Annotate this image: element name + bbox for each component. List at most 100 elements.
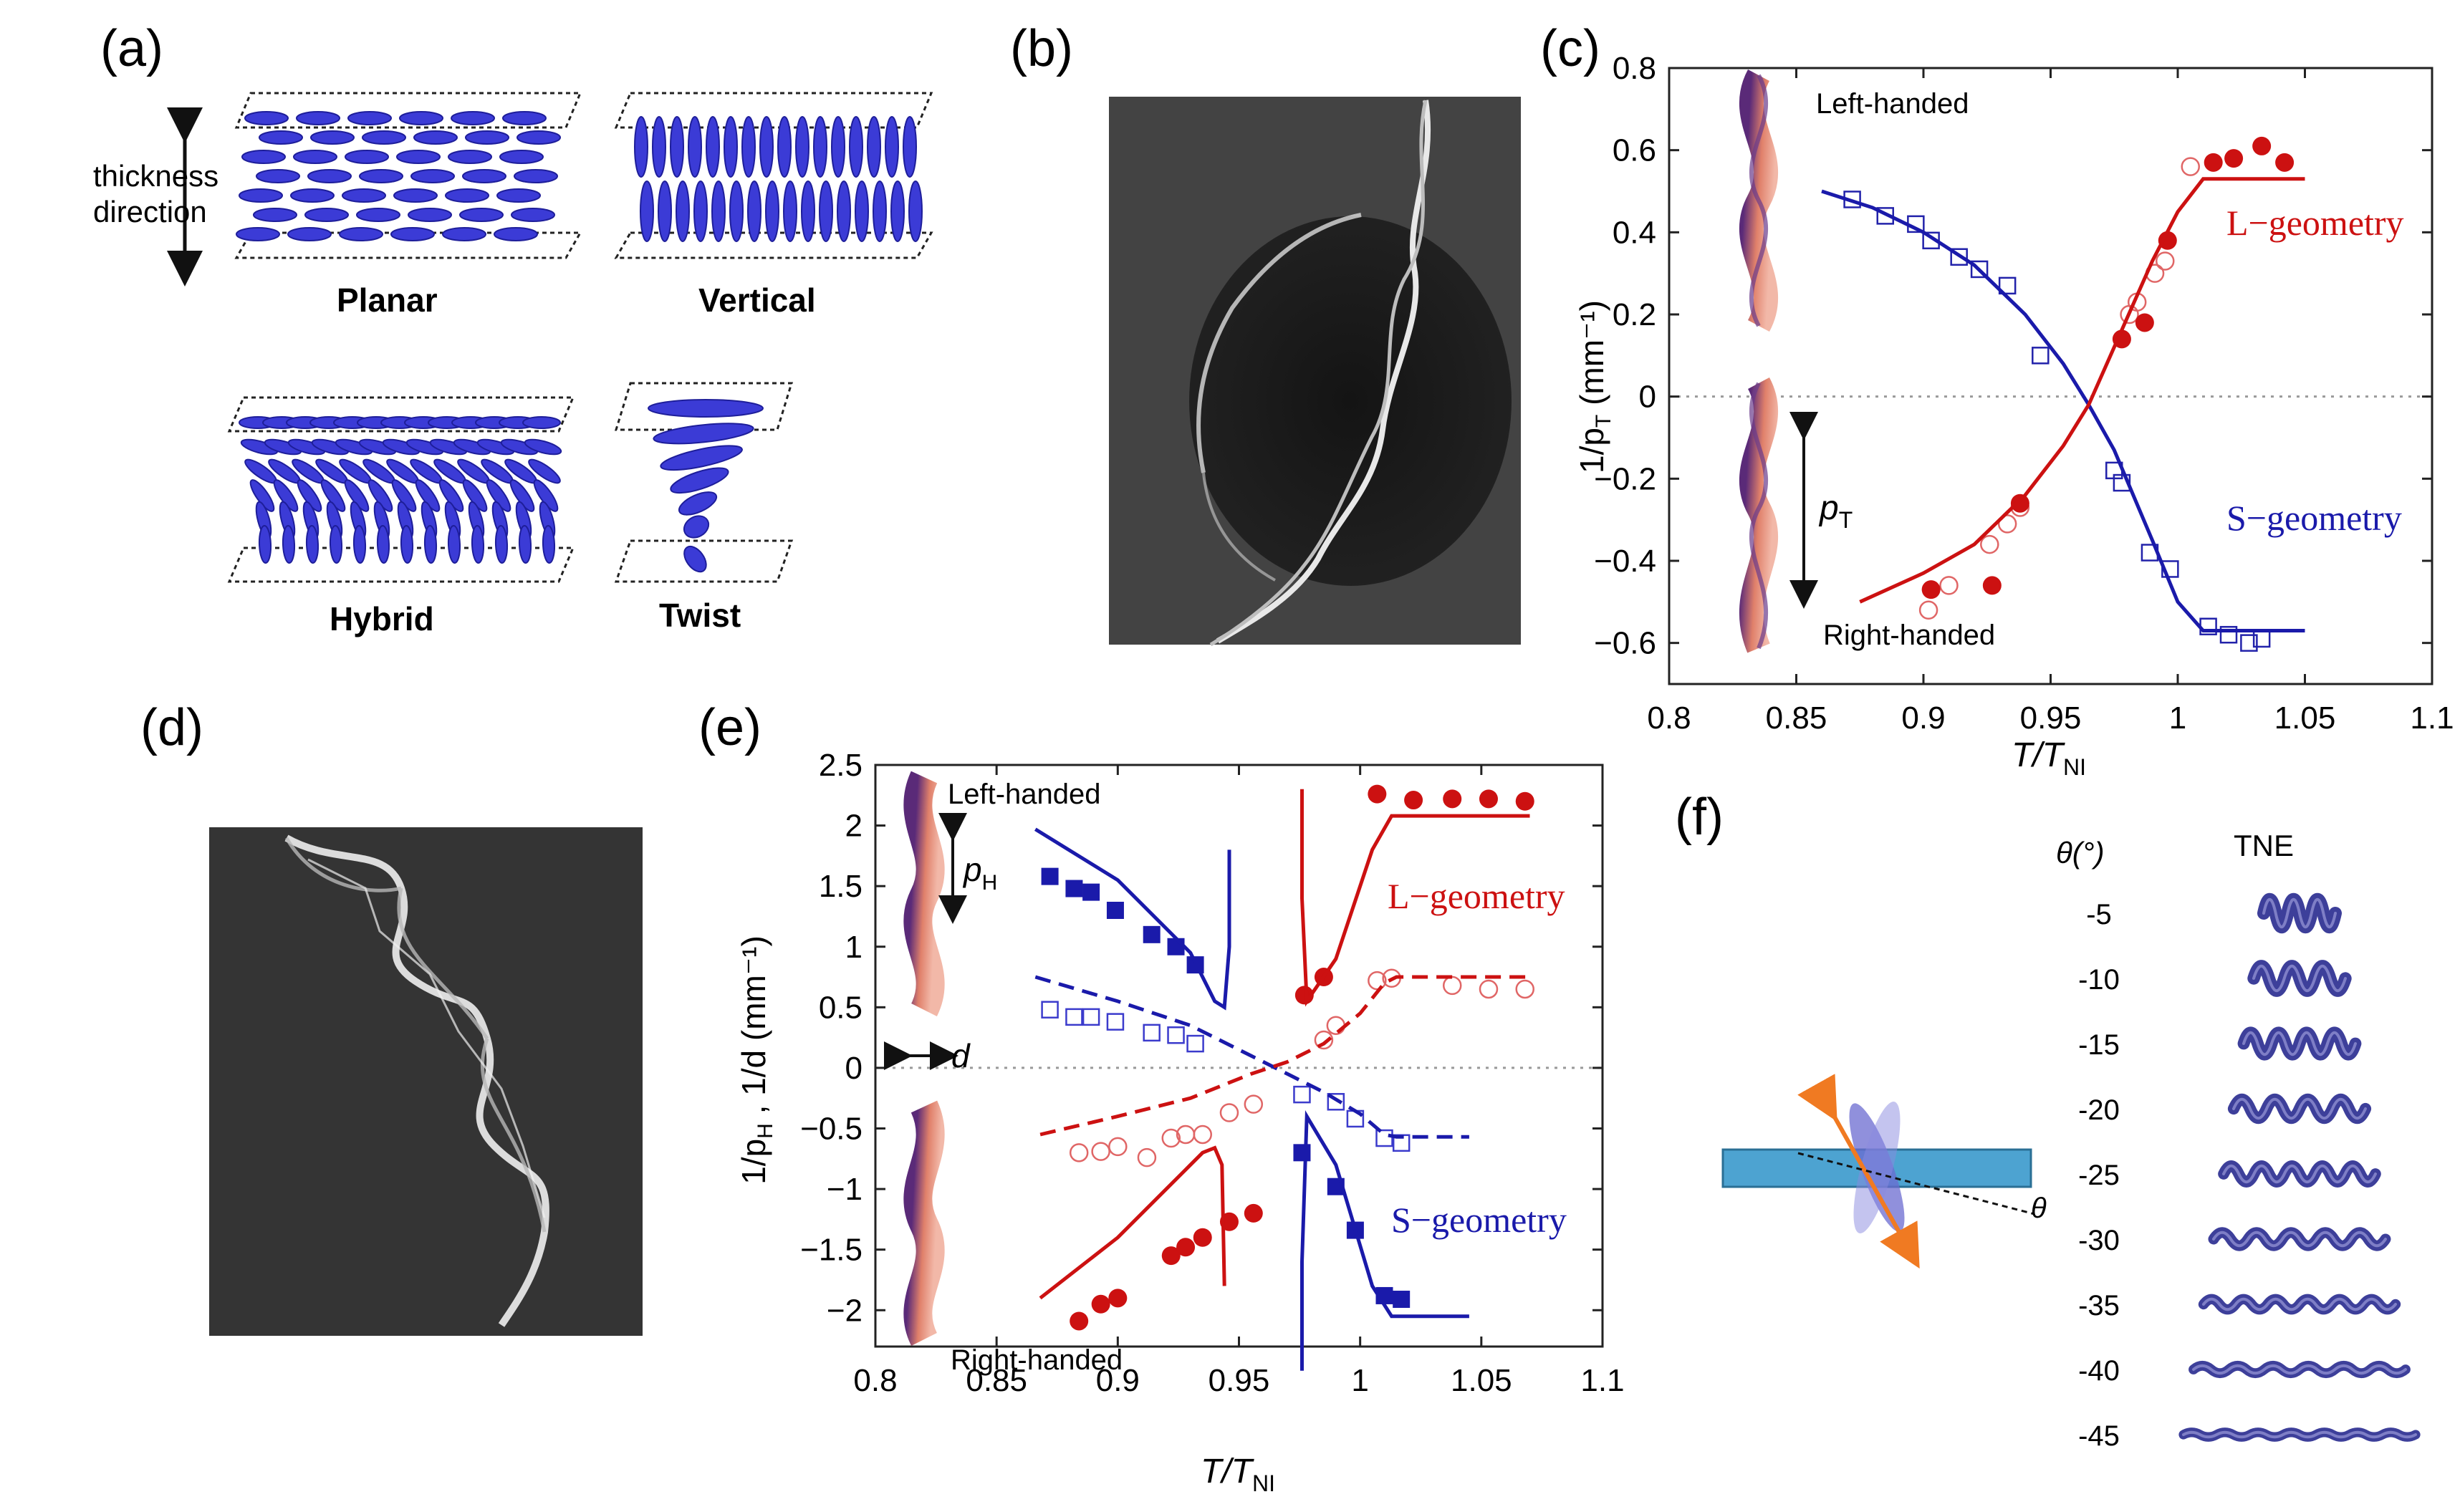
hybrid-ellipses — [239, 416, 562, 564]
planar-mesogen — [462, 169, 506, 183]
hybrid-mesogen — [258, 525, 272, 564]
twist-mesogen — [678, 491, 718, 516]
angle-label: -20 — [2078, 1094, 2120, 1126]
vertical-mesogen — [693, 180, 708, 242]
data-point — [1970, 260, 1989, 279]
x-tick-label: 0.9 — [1901, 700, 1945, 736]
chart-e-l-geometry: L−geometry — [1388, 876, 1565, 916]
data-point — [1161, 1246, 1181, 1266]
planar-mesogen — [236, 227, 280, 241]
chart-e-ticks: 0.8 0.85 0.9 0.95 1 1.05 1.1 2.5 2 1.5 1 0.5 0 −0.5 −1… — [800, 748, 1624, 1398]
hybrid-mesogen — [438, 479, 464, 512]
y-tick-label: 2 — [845, 809, 863, 844]
hybrid-mesogen — [352, 525, 367, 564]
planar-mesogen — [516, 130, 561, 145]
planar-mesogen — [442, 227, 486, 241]
vertical-mesogen — [676, 180, 690, 242]
angle-label: -10 — [2078, 964, 2120, 996]
chart-c-helix-right — [1739, 377, 1778, 653]
series-line — [1300, 789, 1530, 1007]
planar-mesogen — [465, 130, 509, 145]
data-point — [1515, 791, 1534, 811]
planar-mesogen — [390, 227, 435, 241]
theta-symbol: θ — [2031, 1193, 2047, 1224]
planar-mesogen — [256, 169, 300, 183]
y-tick-label: −0.4 — [1594, 544, 1656, 579]
data-point — [2204, 153, 2223, 172]
twist-cell — [614, 382, 794, 583]
planar-mesogen — [494, 227, 538, 241]
series-line — [1859, 177, 2305, 604]
hybrid-mesogen — [447, 525, 461, 564]
chart-e-d-label: d — [951, 1037, 971, 1074]
planar-ellipses — [236, 111, 561, 241]
data-point — [1479, 789, 1498, 809]
planar-mesogen — [496, 188, 541, 203]
panel-b-photo — [1109, 97, 1521, 647]
data-point — [1041, 867, 1059, 885]
chart-e-marks — [875, 784, 1603, 1371]
series-line — [1300, 1110, 1469, 1371]
planar-mesogen — [342, 188, 386, 203]
y-tick-label: −2 — [827, 1293, 863, 1328]
x-tick-label: 0.95 — [2020, 700, 2082, 736]
data-point — [1997, 514, 2017, 534]
data-point — [1918, 600, 1938, 620]
x-tick-label: 0.85 — [1766, 700, 1827, 736]
series-line — [1039, 1145, 1226, 1300]
planar-mesogen — [502, 111, 547, 125]
data-point — [1375, 1129, 1393, 1147]
planar-mesogen — [396, 150, 441, 164]
data-point — [1980, 534, 1999, 554]
series-line — [1034, 975, 1469, 1139]
hybrid-mesogen — [533, 479, 559, 512]
vertical-mesogen — [670, 116, 684, 178]
twist-mesogen — [653, 423, 754, 445]
data-point — [2240, 634, 2258, 652]
vertical-mesogen — [801, 180, 815, 242]
y-tick-label: −1 — [827, 1172, 863, 1207]
planar-mesogen — [241, 150, 286, 164]
chart-e-frame — [874, 764, 1604, 1348]
planar-mesogen — [253, 208, 297, 222]
vertical-mesogen — [873, 180, 887, 242]
chart-c-right-handed: Right-handed — [1823, 620, 1995, 651]
vertical-mesogen — [903, 116, 917, 178]
panel-f: θ θ(°) TNE -5 -10 -15 -20 -25 -30 -35 -40 -45 — [1721, 829, 2421, 1452]
twist-mesogen — [648, 399, 764, 418]
y-tick-label: 0 — [1639, 380, 1656, 415]
data-point — [1244, 1094, 1264, 1114]
planar-mesogen — [514, 169, 558, 183]
data-point — [1443, 789, 1462, 809]
series-line — [1039, 975, 1530, 1137]
vertical-mesogen — [855, 180, 869, 242]
y-tick-label: 0.5 — [819, 990, 863, 1025]
hybrid-mesogen — [367, 479, 393, 512]
y-tick-label: 1.5 — [819, 869, 863, 904]
hybrid-mesogen — [344, 479, 370, 512]
hybrid-mesogen — [391, 479, 417, 512]
data-point — [1176, 1238, 1196, 1257]
chart-c-ticks: 0.8 0.85 0.9 0.95 1 1.05 1.1 0.8 0.6 0.4 0.2 0 −0.2 −… — [1594, 51, 2454, 736]
vertical-ellipses — [634, 116, 923, 242]
panel-label-b: (b) — [1010, 20, 1073, 77]
series-line — [1821, 189, 2305, 632]
x-tick-label: 1 — [2169, 700, 2186, 736]
angle-label: -40 — [2078, 1355, 2120, 1387]
chart-c-frame — [1668, 67, 2433, 685]
chart-c-xlabel: T/TNI — [2012, 736, 2086, 780]
planar-mesogen — [244, 111, 289, 125]
data-point — [1404, 791, 1423, 810]
data-point — [1106, 1013, 1125, 1031]
twist-mesogen — [660, 445, 743, 471]
series-line — [1034, 827, 1231, 1011]
data-point — [1193, 1125, 1212, 1145]
chart-c-l-geometry: L−geometry — [2226, 203, 2404, 243]
data-point — [1314, 1030, 1334, 1050]
data-point — [1219, 1103, 1239, 1122]
data-point — [1161, 1128, 1181, 1148]
planar-mesogen — [290, 188, 335, 203]
twist-mesogen — [683, 515, 710, 539]
hybrid-mesogen — [415, 479, 441, 512]
